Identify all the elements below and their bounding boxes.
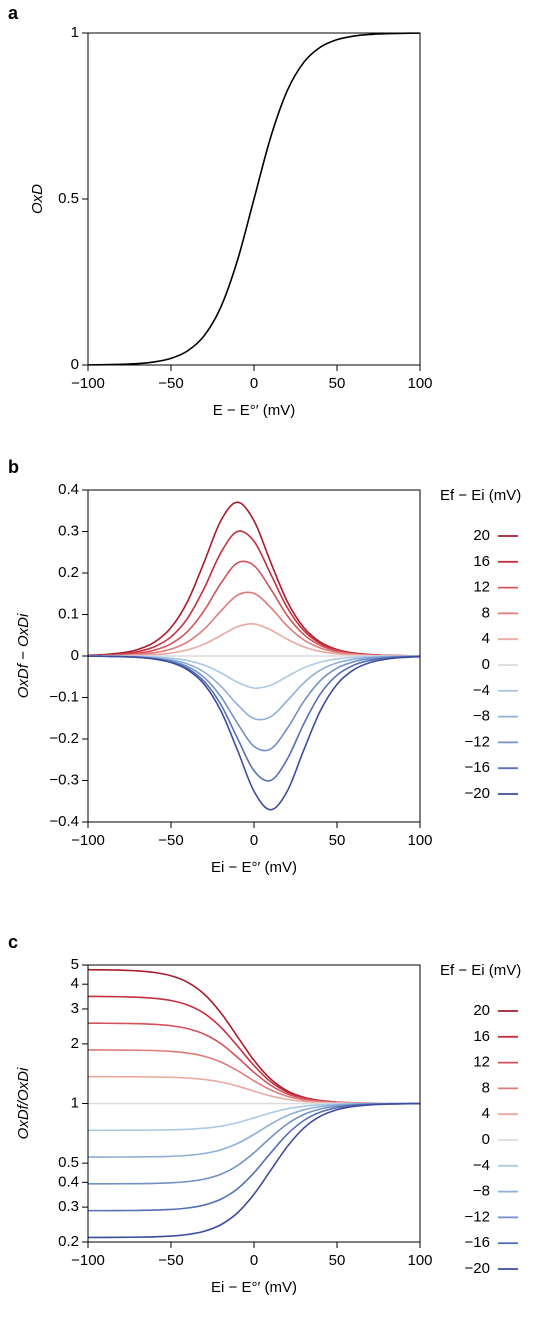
legend-label: 4 <box>482 630 490 647</box>
y-tick-label: 0.2 <box>58 564 79 581</box>
y-axis-label: OxDf − OxDi <box>15 613 32 698</box>
y-tick-label: 1 <box>71 1094 79 1111</box>
x-tick-label: −100 <box>71 375 105 392</box>
y-tick-label: −0.4 <box>49 813 79 830</box>
x-tick-label: −100 <box>71 832 105 849</box>
y-tick-label: 0.1 <box>58 605 79 622</box>
x-tick-label: −50 <box>158 375 183 392</box>
y-tick-label: −0.1 <box>49 688 79 705</box>
y-tick-label: 0.5 <box>58 190 79 207</box>
x-tick-label: −100 <box>71 1252 105 1269</box>
legend-label: −12 <box>465 1208 490 1225</box>
x-tick-label: 100 <box>407 832 432 849</box>
series-line <box>87 1102 421 1239</box>
y-axis-label: OxD <box>29 184 46 214</box>
legend-label: 4 <box>482 1105 490 1122</box>
series-line <box>87 32 421 366</box>
legend-label: −12 <box>465 733 490 750</box>
plot-frame <box>87 32 421 366</box>
x-tick-label: −50 <box>158 1252 183 1269</box>
legend-label: −8 <box>473 708 490 725</box>
legend-label: −20 <box>465 785 490 802</box>
y-tick-label: 0.4 <box>58 1173 79 1190</box>
series-line <box>87 501 421 657</box>
y-tick-label: 0.3 <box>58 522 79 539</box>
y-tick-label: 0.5 <box>58 1154 79 1171</box>
y-tick-label: −0.2 <box>49 730 79 747</box>
y-tick-label: 1 <box>71 24 79 41</box>
x-tick-label: 50 <box>329 375 346 392</box>
panel-label: a <box>8 3 19 23</box>
x-axis-label: E − E°′ (mV) <box>213 402 296 419</box>
legend-label: 16 <box>473 553 490 570</box>
series-line <box>87 968 421 1105</box>
legend-label: 8 <box>482 604 490 621</box>
legend-label: 20 <box>473 1002 490 1019</box>
y-tick-label: −0.3 <box>49 771 79 788</box>
legend-label: 20 <box>473 527 490 544</box>
legend-label: 8 <box>482 1079 490 1096</box>
series-line <box>87 1102 421 1132</box>
x-tick-label: 0 <box>250 375 258 392</box>
x-axis-label: Ei − E°′ (mV) <box>211 859 297 876</box>
y-tick-label: 0.3 <box>58 1198 79 1215</box>
legend-title: Ef − Ei (mV) <box>440 962 521 979</box>
x-tick-label: 0 <box>250 832 258 849</box>
y-tick-label: 2 <box>71 1035 79 1052</box>
plot-frame <box>87 489 421 823</box>
legend-label: 0 <box>482 1131 490 1148</box>
legend-label: 12 <box>473 1054 490 1071</box>
legend-title: Ef − Ei (mV) <box>440 487 521 504</box>
x-tick-label: 50 <box>329 832 346 849</box>
panel: a −100 −50 0 50 100 0 0.5 1 E − E°′ (mV) OxD <box>8 3 433 419</box>
panel: b −100 −50 0 50 100 −0.4 −0.3 −0.2 −0.1 0 0.1 0.2 0.3… <box>8 457 521 876</box>
series-line <box>87 560 421 657</box>
legend-label: −4 <box>473 1157 490 1174</box>
legend-label: −16 <box>465 1234 490 1251</box>
y-tick-label: 5 <box>71 956 79 973</box>
series-line <box>87 655 421 752</box>
y-tick-label: 0 <box>71 647 79 664</box>
y-tick-label: 0.2 <box>58 1233 79 1250</box>
y-axis-label: OxDf/OxDi <box>15 1067 32 1139</box>
series-line <box>87 655 421 811</box>
panel-label: c <box>8 932 18 952</box>
plot-frame <box>87 964 421 1243</box>
x-tick-label: 100 <box>407 1252 432 1269</box>
y-tick-label: 4 <box>71 975 79 992</box>
legend-label: −4 <box>473 682 490 699</box>
x-tick-label: 0 <box>250 1252 258 1269</box>
legend-label: 16 <box>473 1028 490 1045</box>
panel-label: b <box>8 457 19 477</box>
x-tick-label: 50 <box>329 1252 346 1269</box>
legend-label: −20 <box>465 1260 490 1277</box>
y-tick-label: 0 <box>71 356 79 373</box>
x-tick-label: 100 <box>407 375 432 392</box>
x-axis-label: Ei − E°′ (mV) <box>211 1279 297 1296</box>
y-tick-label: 0.4 <box>58 481 79 498</box>
legend-label: −16 <box>465 759 490 776</box>
x-tick-label: −50 <box>158 832 183 849</box>
legend-label: −8 <box>473 1183 490 1200</box>
legend-label: 0 <box>482 656 490 673</box>
legend-label: 12 <box>473 579 490 596</box>
y-tick-label: 3 <box>71 1000 79 1017</box>
